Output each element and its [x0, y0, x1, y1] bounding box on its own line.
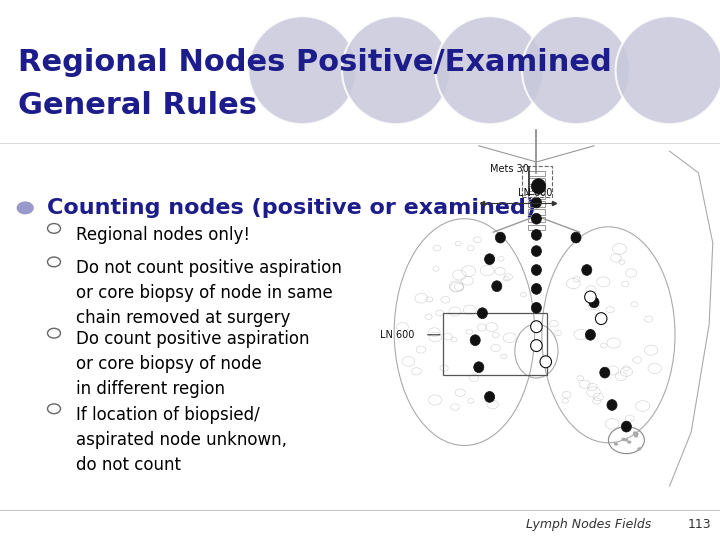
Text: Regional nodes only!: Regional nodes only!	[76, 226, 250, 244]
Text: Lymph Nodes Fields: Lymph Nodes Fields	[526, 518, 651, 531]
Circle shape	[621, 438, 626, 441]
Ellipse shape	[531, 340, 542, 352]
Ellipse shape	[582, 265, 592, 275]
Text: LN 600: LN 600	[380, 330, 415, 340]
Bar	[528, 201, 545, 207]
Text: 113: 113	[688, 518, 711, 531]
Text: Counting nodes (positive or examined): Counting nodes (positive or examined)	[47, 198, 536, 218]
Bar	[528, 209, 545, 214]
Circle shape	[624, 438, 628, 442]
Bar	[528, 171, 545, 176]
Ellipse shape	[248, 16, 356, 124]
Circle shape	[627, 441, 631, 444]
Text: General Rules: General Rules	[18, 91, 257, 120]
Bar	[528, 178, 545, 184]
Bar	[528, 217, 545, 222]
Text: LN 600: LN 600	[518, 188, 553, 198]
Ellipse shape	[485, 254, 495, 265]
Ellipse shape	[436, 16, 544, 124]
Circle shape	[17, 201, 34, 214]
Ellipse shape	[531, 321, 542, 333]
Ellipse shape	[531, 197, 541, 208]
Text: If location of biopsied/
aspirated node unknown,
do not count: If location of biopsied/ aspirated node …	[76, 406, 287, 474]
Bar	[528, 225, 545, 230]
Circle shape	[634, 434, 638, 437]
Text: Mets 30: Mets 30	[490, 164, 528, 174]
Bar	[528, 186, 545, 192]
Ellipse shape	[589, 297, 599, 308]
Ellipse shape	[607, 400, 617, 410]
Ellipse shape	[495, 232, 505, 243]
Ellipse shape	[531, 265, 541, 275]
Bar	[528, 194, 545, 199]
Ellipse shape	[522, 16, 630, 124]
Text: Do count positive aspiration
or core biopsy of node
in different region: Do count positive aspiration or core bio…	[76, 330, 309, 399]
Ellipse shape	[531, 213, 541, 224]
Ellipse shape	[342, 16, 450, 124]
Ellipse shape	[600, 367, 610, 378]
Circle shape	[614, 442, 618, 446]
Ellipse shape	[531, 179, 546, 194]
Ellipse shape	[474, 362, 484, 373]
Ellipse shape	[531, 284, 541, 294]
Ellipse shape	[585, 291, 596, 303]
Ellipse shape	[595, 313, 607, 325]
Ellipse shape	[485, 392, 495, 402]
Text: Regional Nodes Positive/Examined: Regional Nodes Positive/Examined	[18, 48, 612, 77]
Ellipse shape	[470, 335, 480, 346]
Ellipse shape	[621, 421, 631, 432]
Ellipse shape	[477, 308, 487, 319]
Ellipse shape	[531, 246, 541, 256]
Circle shape	[633, 431, 637, 435]
Ellipse shape	[585, 329, 595, 340]
Ellipse shape	[492, 281, 502, 292]
Ellipse shape	[531, 230, 541, 240]
Ellipse shape	[571, 232, 581, 243]
Ellipse shape	[531, 302, 541, 313]
Circle shape	[637, 447, 642, 450]
Text: Do not count positive aspiration
or core biopsy of node in same
chain removed at: Do not count positive aspiration or core…	[76, 259, 341, 327]
Ellipse shape	[540, 356, 552, 368]
Circle shape	[634, 432, 639, 435]
Ellipse shape	[616, 16, 720, 124]
